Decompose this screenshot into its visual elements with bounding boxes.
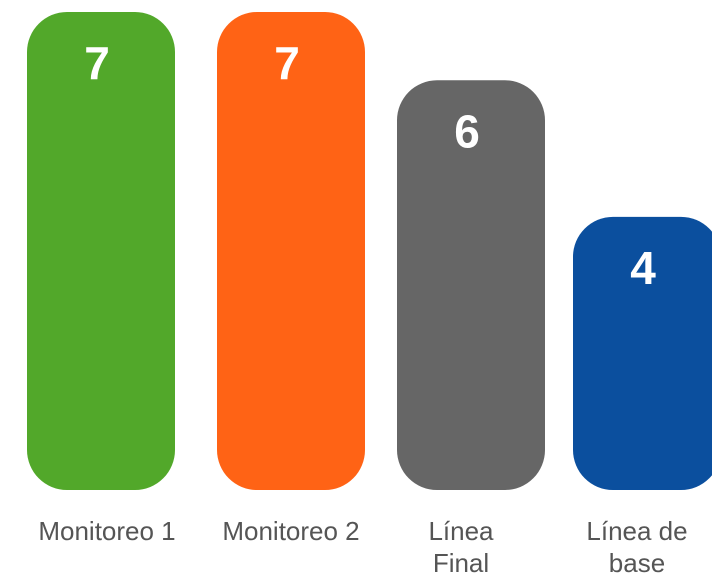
- value-label: 7: [84, 37, 110, 89]
- value-label: 4: [630, 242, 656, 294]
- category-label: Línea de base: [586, 516, 688, 578]
- value-label: 6: [454, 105, 480, 157]
- category-label: Monitoreo 1: [38, 516, 176, 546]
- bar: [397, 80, 545, 491]
- category-label: Monitoreo 2: [222, 516, 360, 546]
- category-label: Línea Final: [428, 516, 494, 578]
- chart: 7 7 6 4: [27, 12, 712, 491]
- bar: [27, 12, 175, 490]
- value-label: 7: [274, 37, 300, 89]
- bar: [217, 12, 365, 490]
- bar: [573, 216, 712, 490]
